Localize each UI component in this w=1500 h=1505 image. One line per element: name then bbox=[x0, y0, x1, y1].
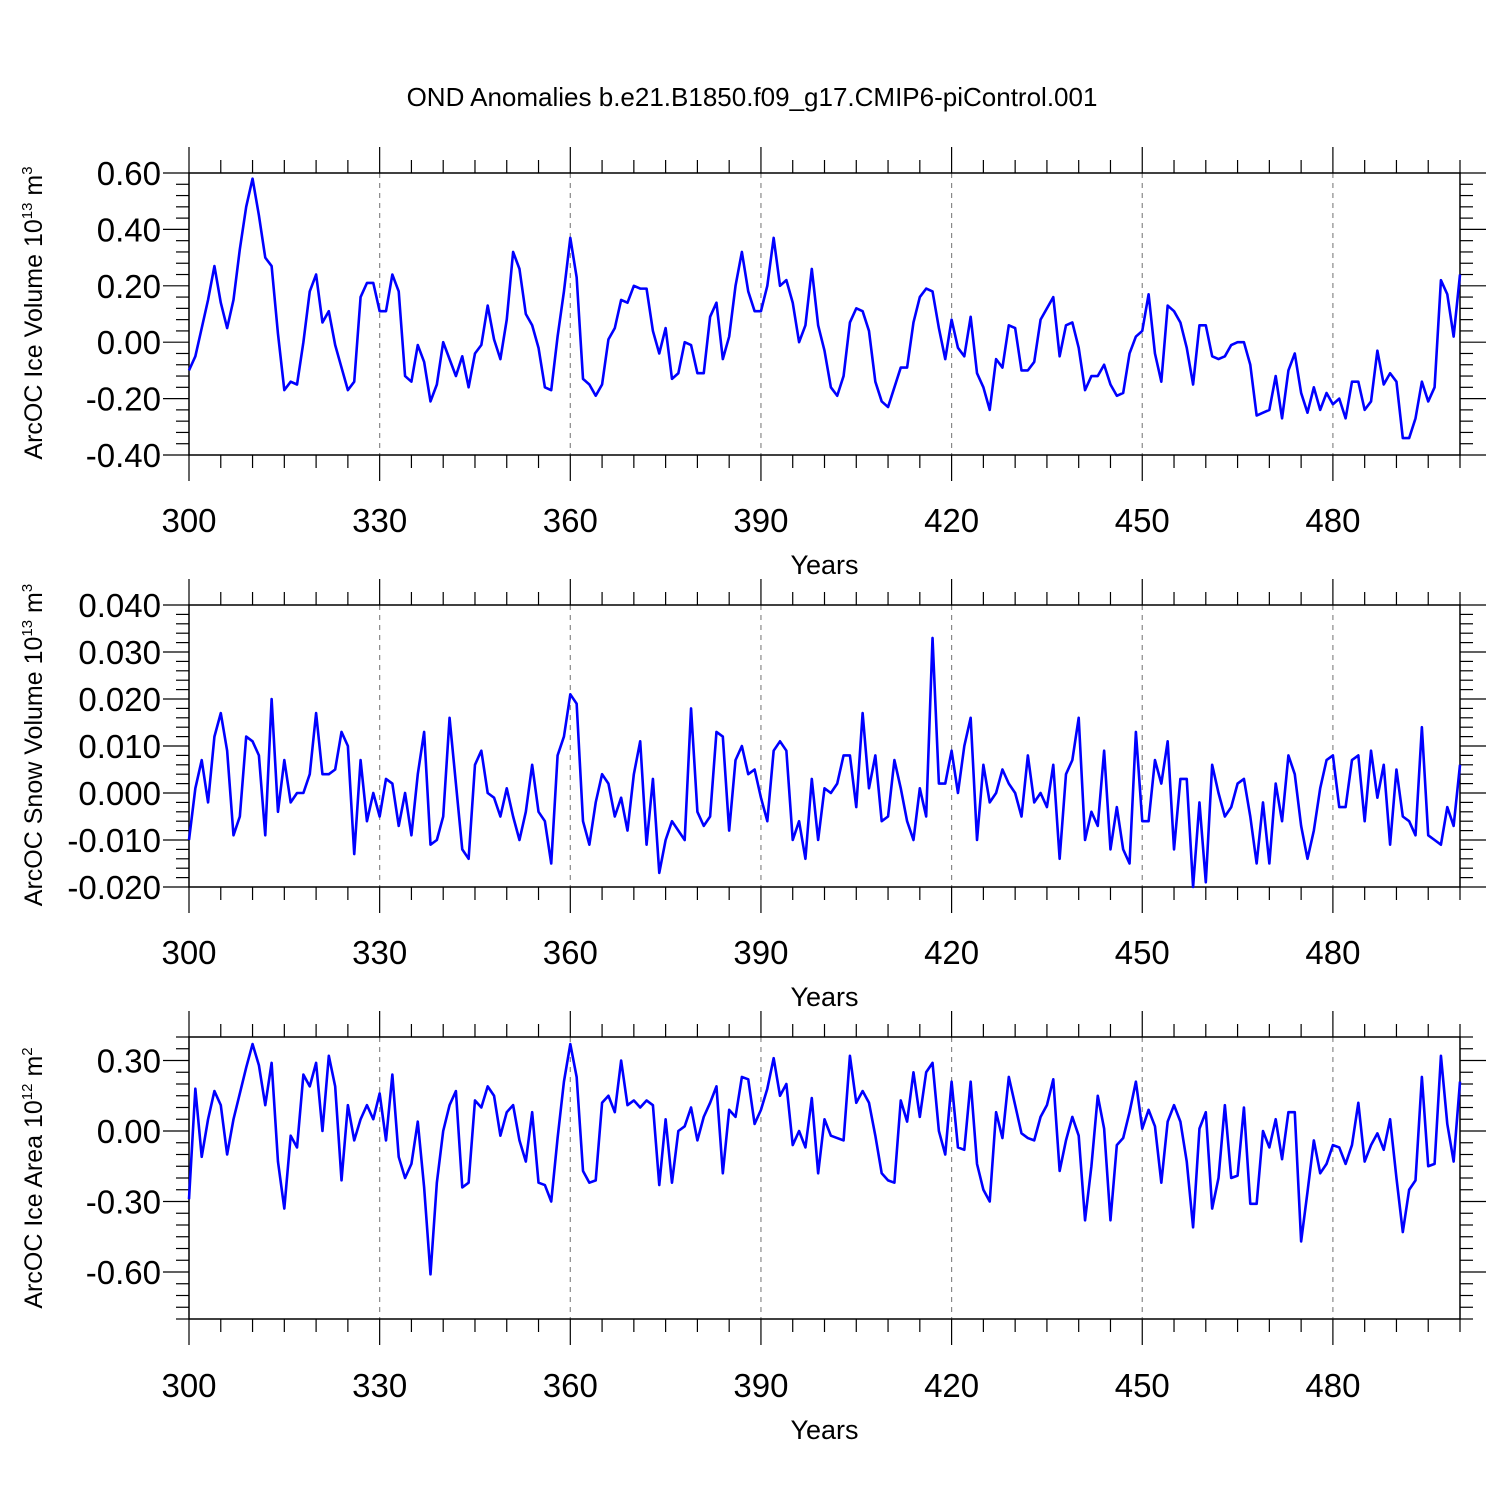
y-tick-label: 0.040 bbox=[78, 587, 161, 624]
y-axis-label-text: ArcOC Ice Volume 10 bbox=[20, 219, 48, 459]
panel-ice-area: -0.60 -0.30 0.00 0.30 300 330 360 390 420 450 480 Y… bbox=[19, 1011, 1486, 1445]
y-axis-label-exponent: 12 bbox=[19, 1084, 36, 1101]
y-tick-label: -0.020 bbox=[67, 869, 161, 906]
x-tick-label: 360 bbox=[543, 934, 598, 971]
x-tick-label: 450 bbox=[1115, 502, 1170, 539]
y-axis-label-exponent: 13 bbox=[19, 620, 36, 637]
x-tick-label: 480 bbox=[1305, 934, 1360, 971]
x-axis-label: Years bbox=[790, 982, 858, 1012]
y-axis-label: ArcOC Snow Volume 1013 m3 bbox=[19, 584, 48, 906]
y-tick-label: 0.00 bbox=[97, 1113, 161, 1150]
y-tick-label: 0.030 bbox=[78, 634, 161, 671]
panel-snow-volume: -0.020 -0.010 0.000 0.010 0.020 0.030 0.040 300… bbox=[19, 579, 1486, 1012]
chart-title: OND Anomalies b.e21.B1850.f09_g17.CMIP6-… bbox=[407, 82, 1098, 112]
x-tick-label: 330 bbox=[352, 934, 407, 971]
y-tick-label: -0.60 bbox=[86, 1254, 161, 1291]
x-tick-label: 390 bbox=[733, 1367, 788, 1404]
y-tick-label: -0.20 bbox=[86, 381, 161, 418]
y-axis-label-text: ArcOC Ice Area 10 bbox=[20, 1100, 48, 1308]
x-tick-label: 420 bbox=[924, 502, 979, 539]
y-tick-label: 0.000 bbox=[78, 775, 161, 812]
series-line-ice-volume bbox=[187, 177, 1462, 440]
x-axis-label: Years bbox=[790, 550, 858, 580]
y-axis-label-exponent: 2 bbox=[19, 1047, 36, 1055]
x-tick-label: 300 bbox=[161, 502, 216, 539]
y-tick-label: 0.40 bbox=[97, 211, 161, 248]
x-tick-label: 390 bbox=[733, 934, 788, 971]
x-tick-label: 300 bbox=[161, 1367, 216, 1404]
y-axis-label: ArcOC Ice Area 1012 m2 bbox=[19, 1047, 48, 1308]
panel-ice-volume: -0.40 -0.20 0.00 0.20 0.40 0.60 300 330 360 390 42… bbox=[19, 147, 1486, 580]
x-tick-label: 360 bbox=[543, 1367, 598, 1404]
x-tick-label: 300 bbox=[161, 934, 216, 971]
x-tick-label: 420 bbox=[924, 1367, 979, 1404]
y-axis-label-text: m bbox=[20, 592, 48, 620]
y-axis-label-exponent: 13 bbox=[19, 203, 36, 220]
series-line-snow-volume bbox=[187, 636, 1462, 889]
x-tick-label: 480 bbox=[1305, 502, 1360, 539]
y-axis-label-text: m bbox=[20, 175, 48, 203]
x-tick-label: 480 bbox=[1305, 1367, 1360, 1404]
x-tick-label: 420 bbox=[924, 934, 979, 971]
x-axis-label: Years bbox=[790, 1415, 858, 1445]
y-tick-label: -0.010 bbox=[67, 822, 161, 859]
x-tick-label: 360 bbox=[543, 502, 598, 539]
x-tick-label: 330 bbox=[352, 502, 407, 539]
y-tick-label: 0.30 bbox=[97, 1043, 161, 1080]
x-tick-label: 450 bbox=[1115, 934, 1170, 971]
y-axis-label: ArcOC Ice Volume 1013 m3 bbox=[19, 166, 48, 459]
y-tick-label: 0.010 bbox=[78, 728, 161, 765]
y-tick-label: 0.00 bbox=[97, 324, 161, 361]
y-tick-label: 0.60 bbox=[97, 155, 161, 192]
y-tick-label: -0.40 bbox=[86, 437, 161, 474]
y-axis-label-exponent: 3 bbox=[19, 166, 36, 174]
y-axis-label-exponent: 3 bbox=[19, 584, 36, 592]
y-tick-label: 0.20 bbox=[97, 268, 161, 305]
x-tick-label: 330 bbox=[352, 1367, 407, 1404]
y-tick-label: -0.30 bbox=[86, 1184, 161, 1221]
y-tick-label: 0.020 bbox=[78, 681, 161, 718]
y-axis-label-text: m bbox=[20, 1056, 48, 1084]
x-tick-label: 390 bbox=[733, 502, 788, 539]
y-axis-label-text: ArcOC Snow Volume 10 bbox=[20, 637, 48, 907]
x-tick-label: 450 bbox=[1115, 1367, 1170, 1404]
series-line-ice-area bbox=[187, 1042, 1462, 1276]
